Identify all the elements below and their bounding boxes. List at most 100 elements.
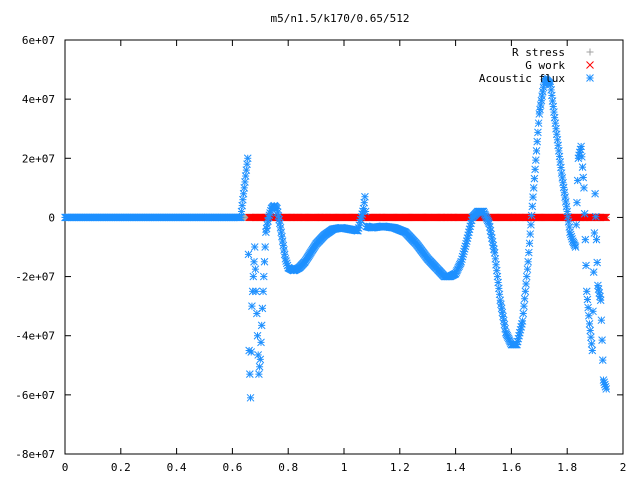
x-tick-label: 0.8 xyxy=(278,461,298,474)
x-tick-label: 1.6 xyxy=(501,461,521,474)
legend-marker xyxy=(586,61,594,69)
series-3 xyxy=(61,74,611,402)
data-point xyxy=(593,258,602,267)
y-tick-label: -2e+07 xyxy=(15,271,55,284)
data-point xyxy=(565,223,574,231)
tick-layer: 0 0.2 0.4 0.6 0.8 1 1.2 1.4 1.6 1.8 2 -8e+07 -6e+07 -… xyxy=(15,34,626,474)
data-point xyxy=(524,248,533,257)
data-point xyxy=(522,272,531,281)
data-point xyxy=(539,83,548,92)
data-point xyxy=(583,295,592,304)
data-point xyxy=(240,184,249,192)
data-point xyxy=(599,213,607,222)
data-point xyxy=(520,294,529,303)
data-point xyxy=(601,213,609,222)
data-point xyxy=(247,348,256,356)
series-2 xyxy=(245,213,611,222)
data-point xyxy=(530,174,539,183)
x-tick-label: 1.8 xyxy=(557,461,577,474)
data-point xyxy=(463,234,472,242)
y-tick-label: -8e+07 xyxy=(15,448,55,461)
x-tick-label: 0.2 xyxy=(111,461,131,474)
data-point xyxy=(252,287,260,296)
data-point xyxy=(526,230,535,238)
data-point xyxy=(500,320,509,329)
data-point xyxy=(251,265,260,274)
data-point xyxy=(577,152,586,161)
data-point xyxy=(591,212,600,221)
data-point xyxy=(534,119,543,128)
data-point xyxy=(499,312,507,321)
data-point xyxy=(255,370,263,379)
data-point xyxy=(592,235,601,244)
x-tick-label: 0.6 xyxy=(222,461,242,474)
data-point xyxy=(529,184,538,192)
data-point xyxy=(495,290,504,299)
data-point xyxy=(253,331,262,340)
data-point xyxy=(587,333,595,342)
y-tick-label: -6e+07 xyxy=(15,389,55,402)
data-point xyxy=(557,163,565,172)
data-point xyxy=(587,339,596,348)
data-point xyxy=(515,328,524,337)
data-point xyxy=(572,220,581,229)
x-tick-label: 2 xyxy=(620,461,627,474)
legend-label: Acoustic flux xyxy=(479,72,565,85)
data-point xyxy=(244,250,253,259)
data-point xyxy=(590,229,599,237)
data-point xyxy=(580,184,588,192)
legend-label: R stress xyxy=(512,46,565,59)
data-point xyxy=(577,142,586,151)
data-point xyxy=(256,355,265,364)
data-point xyxy=(361,192,369,201)
data-point xyxy=(523,265,532,274)
data-point xyxy=(248,302,256,310)
data-point xyxy=(534,128,542,137)
legend-label: G work xyxy=(525,59,565,72)
data-point xyxy=(573,198,581,207)
series-layer xyxy=(61,74,611,402)
y-tick-label: 0 xyxy=(48,211,55,224)
legend-marker xyxy=(586,48,594,56)
data-point xyxy=(558,174,567,182)
data-point xyxy=(586,326,595,335)
data-point xyxy=(527,211,536,220)
x-tick-label: 1.2 xyxy=(390,461,410,474)
data-point xyxy=(255,362,264,371)
data-point xyxy=(597,316,606,325)
x-tick-label: 0.4 xyxy=(167,461,187,474)
data-point xyxy=(531,156,540,164)
data-point xyxy=(581,235,590,244)
x-tick-label: 1.4 xyxy=(446,461,466,474)
data-point xyxy=(591,189,599,198)
data-point xyxy=(602,385,611,393)
data-point xyxy=(533,137,542,146)
data-point xyxy=(582,261,590,270)
x-tick-label: 1 xyxy=(341,461,348,474)
data-point xyxy=(522,280,530,288)
data-point xyxy=(245,370,254,379)
data-point xyxy=(250,257,258,266)
data-point xyxy=(261,243,270,251)
data-point xyxy=(519,309,528,318)
data-point xyxy=(527,220,535,229)
y-tick-label: 6e+07 xyxy=(22,34,55,47)
data-point xyxy=(361,207,370,216)
data-point xyxy=(571,243,580,251)
data-point xyxy=(518,317,527,325)
data-point xyxy=(578,163,587,172)
data-point xyxy=(520,302,528,310)
data-point xyxy=(249,272,258,281)
data-point xyxy=(250,243,259,251)
data-point xyxy=(259,272,268,281)
x-tick-label: 0 xyxy=(62,461,69,474)
data-point xyxy=(596,296,605,305)
data-point xyxy=(582,287,591,296)
data-point xyxy=(580,209,589,218)
data-point xyxy=(525,239,534,248)
data-point xyxy=(598,336,606,345)
legend-marker xyxy=(586,74,594,82)
data-point xyxy=(260,257,269,266)
